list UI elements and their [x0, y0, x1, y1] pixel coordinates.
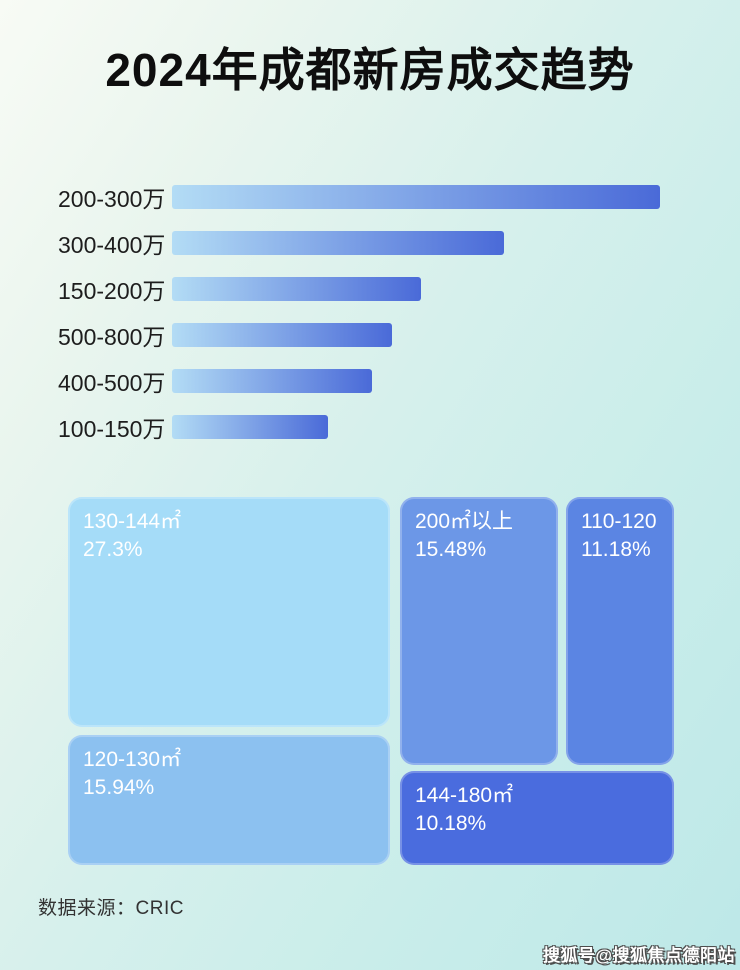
block-value: 11.18%	[581, 537, 651, 561]
bar-label: 100-150万	[58, 415, 166, 442]
bar-label: 500-800万	[58, 323, 166, 350]
block-label: 110-120㎡	[581, 510, 659, 533]
bar-500-800	[172, 322, 392, 347]
block-label: 200㎡以上	[415, 510, 514, 533]
bar-track	[172, 184, 660, 209]
bar-100-150	[172, 414, 329, 439]
bar-label: 300-400万	[58, 231, 166, 258]
bar-label: 200-300万	[58, 185, 166, 212]
bar-row: 500-800万	[58, 322, 660, 350]
bar-150-200	[172, 276, 421, 301]
block-label: 130-144㎡	[83, 510, 182, 533]
treemap-block-130-144: 130-144㎡ 27.3%	[68, 497, 390, 727]
bar-track	[172, 230, 660, 255]
bar-track	[172, 276, 660, 301]
bar-row: 400-500万	[58, 368, 660, 396]
treemap-block-120-130: 120-130㎡ 15.94%	[68, 735, 390, 865]
bar-label: 150-200万	[58, 277, 166, 304]
bar-track	[172, 414, 660, 439]
block-value: 27.3%	[83, 537, 143, 561]
treemap-block-200-plus: 200㎡以上 15.48%	[400, 497, 558, 765]
treemap-block-144-180: 144-180㎡ 10.18%	[400, 771, 674, 865]
bar-row: 300-400万	[58, 230, 660, 258]
bar-row: 100-150万	[58, 414, 660, 442]
block-value: 15.48%	[415, 537, 487, 561]
page-title: 2024年成都新房成交趋势	[105, 44, 635, 96]
bar-400-500	[172, 368, 373, 393]
bar-row: 200-300万	[58, 184, 660, 212]
bar-track	[172, 368, 660, 393]
block-label: 120-130㎡	[83, 748, 182, 771]
block-value: 15.94%	[83, 775, 155, 799]
bar-200-300	[172, 184, 660, 209]
bar-track	[172, 322, 660, 347]
watermark-text: 搜狐号@搜狐焦点德阳站	[542, 946, 735, 965]
block-label: 144-180㎡	[415, 784, 514, 807]
bar-label: 400-500万	[58, 369, 166, 396]
treemap-block-110-120: 110-120㎡ 11.18%	[566, 497, 674, 765]
bar-row: 150-200万	[58, 276, 660, 304]
area-size-treemap: 130-144㎡ 27.3% 120-130㎡ 15.94% 200㎡以上 15…	[68, 497, 674, 865]
block-value: 10.18%	[415, 811, 487, 835]
bar-300-400	[172, 230, 504, 255]
price-range-bar-chart: 200-300万 300-400万 150-200万 500-800万 400-…	[58, 184, 660, 460]
data-source-text: 数据来源：CRIC	[38, 898, 184, 919]
